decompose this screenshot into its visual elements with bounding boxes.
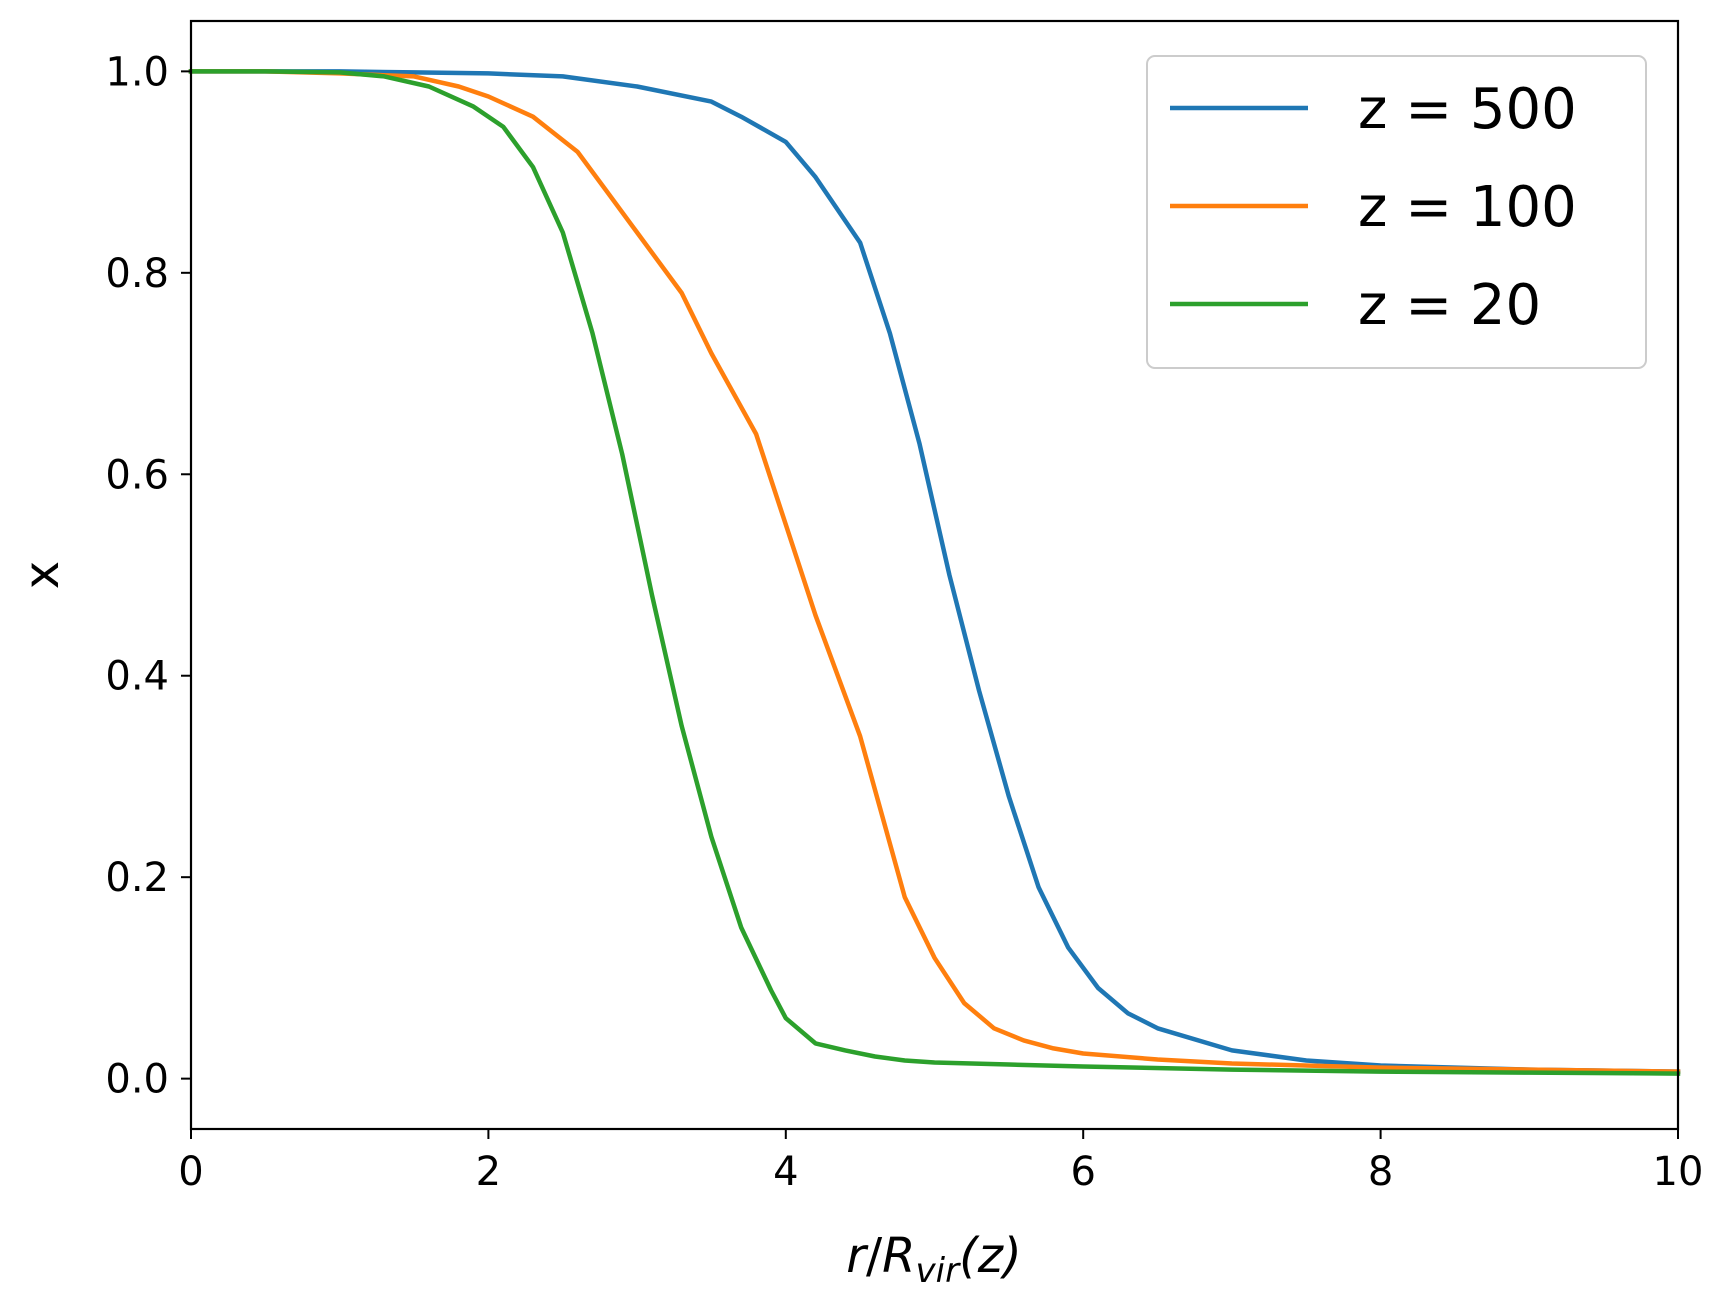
y-axis-ticks: 0.0 0.2 0.4 0.6 0.8 1.0	[105, 49, 191, 1103]
legend-items: z = 500 z = 100 z = 20	[1170, 77, 1577, 338]
legend-label-0: z = 500	[1358, 77, 1577, 142]
x-tick-label: 8	[1368, 1149, 1393, 1195]
x-axis-label-argument: (z)	[959, 1228, 1022, 1284]
x-tick-label: 2	[476, 1149, 501, 1195]
x-axis-label-R: R	[882, 1228, 915, 1284]
x-axis-ticks: 0 2 4 6 8 10	[178, 1129, 1703, 1195]
y-tick-label: 1.0	[105, 49, 169, 95]
y-axis-label: x	[14, 561, 70, 589]
x-axis-label: r/Rvir(z)	[846, 1228, 1021, 1291]
y-tick-label: 0.4	[105, 654, 169, 700]
y-tick-label: 0.6	[105, 452, 169, 498]
x-axis-label-slash: /	[866, 1228, 883, 1284]
legend-label-2: z = 20	[1358, 273, 1541, 338]
x-tick-label: 0	[178, 1149, 203, 1195]
y-tick-label: 0.8	[105, 251, 169, 297]
x-tick-label: 10	[1653, 1149, 1704, 1195]
series-line-2	[188, 69, 1681, 1076]
x-tick-label: 4	[773, 1149, 798, 1195]
x-tick-label: 6	[1070, 1149, 1095, 1195]
series-line-0	[188, 69, 1681, 1074]
legend-label-1: z = 100	[1358, 175, 1577, 240]
series-line-1	[188, 69, 1681, 1074]
series-layer	[188, 69, 1681, 1076]
plot-frame	[189, 19, 1680, 1131]
legend: z = 500 z = 100 z = 20	[1146, 55, 1647, 369]
legend-box	[1146, 55, 1647, 369]
y-tick-label: 0.2	[105, 855, 169, 901]
x-axis-label-r: r	[846, 1228, 869, 1284]
x-axis-label-subscript: vir	[916, 1251, 962, 1291]
y-tick-label: 0.0	[105, 1057, 169, 1103]
